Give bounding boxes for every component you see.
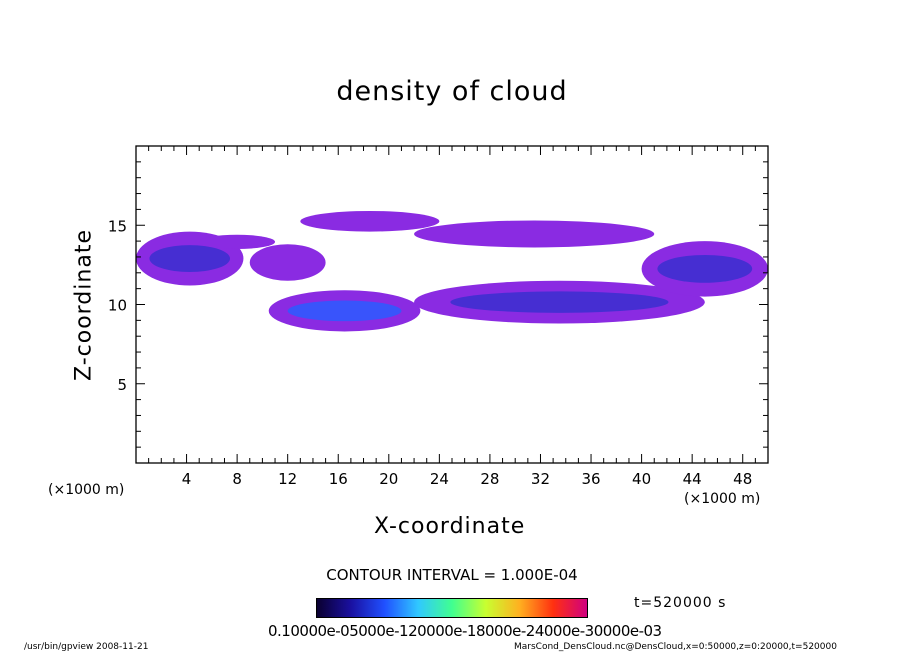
- cloud-regions: [136, 210, 768, 332]
- cloud-core: [149, 245, 231, 273]
- footer-left: /usr/bin/gpview 2008-11-21: [24, 642, 149, 652]
- tick-label: 24: [430, 470, 449, 488]
- cloud-region: [249, 244, 326, 281]
- chart-title: density of cloud: [336, 76, 568, 107]
- contour-interval: CONTOUR INTERVAL = 1.000E-04: [326, 566, 578, 584]
- tick-label: 36: [581, 470, 600, 488]
- x-axis-label: X-coordinate: [374, 514, 526, 539]
- tick-label: 16: [329, 470, 348, 488]
- tick-label: 48: [733, 470, 752, 488]
- colorbar-labels: 0.10000e-05000e-120000e-18000e-24000e-30…: [268, 622, 662, 640]
- x-unit-right: (×1000 m): [684, 491, 761, 507]
- cloud-core: [450, 291, 669, 313]
- tick-label: 8: [232, 470, 242, 488]
- tick-label: 4: [182, 470, 192, 488]
- tick-label: 44: [683, 470, 702, 488]
- x-unit-left: (×1000 m): [48, 482, 125, 498]
- cloud-region: [300, 210, 440, 232]
- cloud-region: [414, 220, 655, 248]
- footer-right: MarsCond_DensCloud.nc@DensCloud,x=0:5000…: [514, 642, 837, 652]
- tick-label: 15: [108, 217, 127, 235]
- time-label: t=520000 s: [634, 595, 727, 611]
- tick-label: 32: [531, 470, 550, 488]
- colorbar: [316, 598, 588, 618]
- plot-frame: [135, 145, 769, 464]
- tick-label: 40: [632, 470, 651, 488]
- y-axis-label: Z-coordinate: [71, 229, 97, 381]
- tick-label: 20: [379, 470, 398, 488]
- cloud-region: [199, 234, 276, 250]
- cloud-core: [287, 300, 402, 322]
- tick-label: 10: [108, 297, 127, 315]
- tick-label: 28: [480, 470, 499, 488]
- cloud-core: [657, 254, 753, 283]
- tick-label: 5: [117, 376, 127, 394]
- tick-label: 12: [278, 470, 297, 488]
